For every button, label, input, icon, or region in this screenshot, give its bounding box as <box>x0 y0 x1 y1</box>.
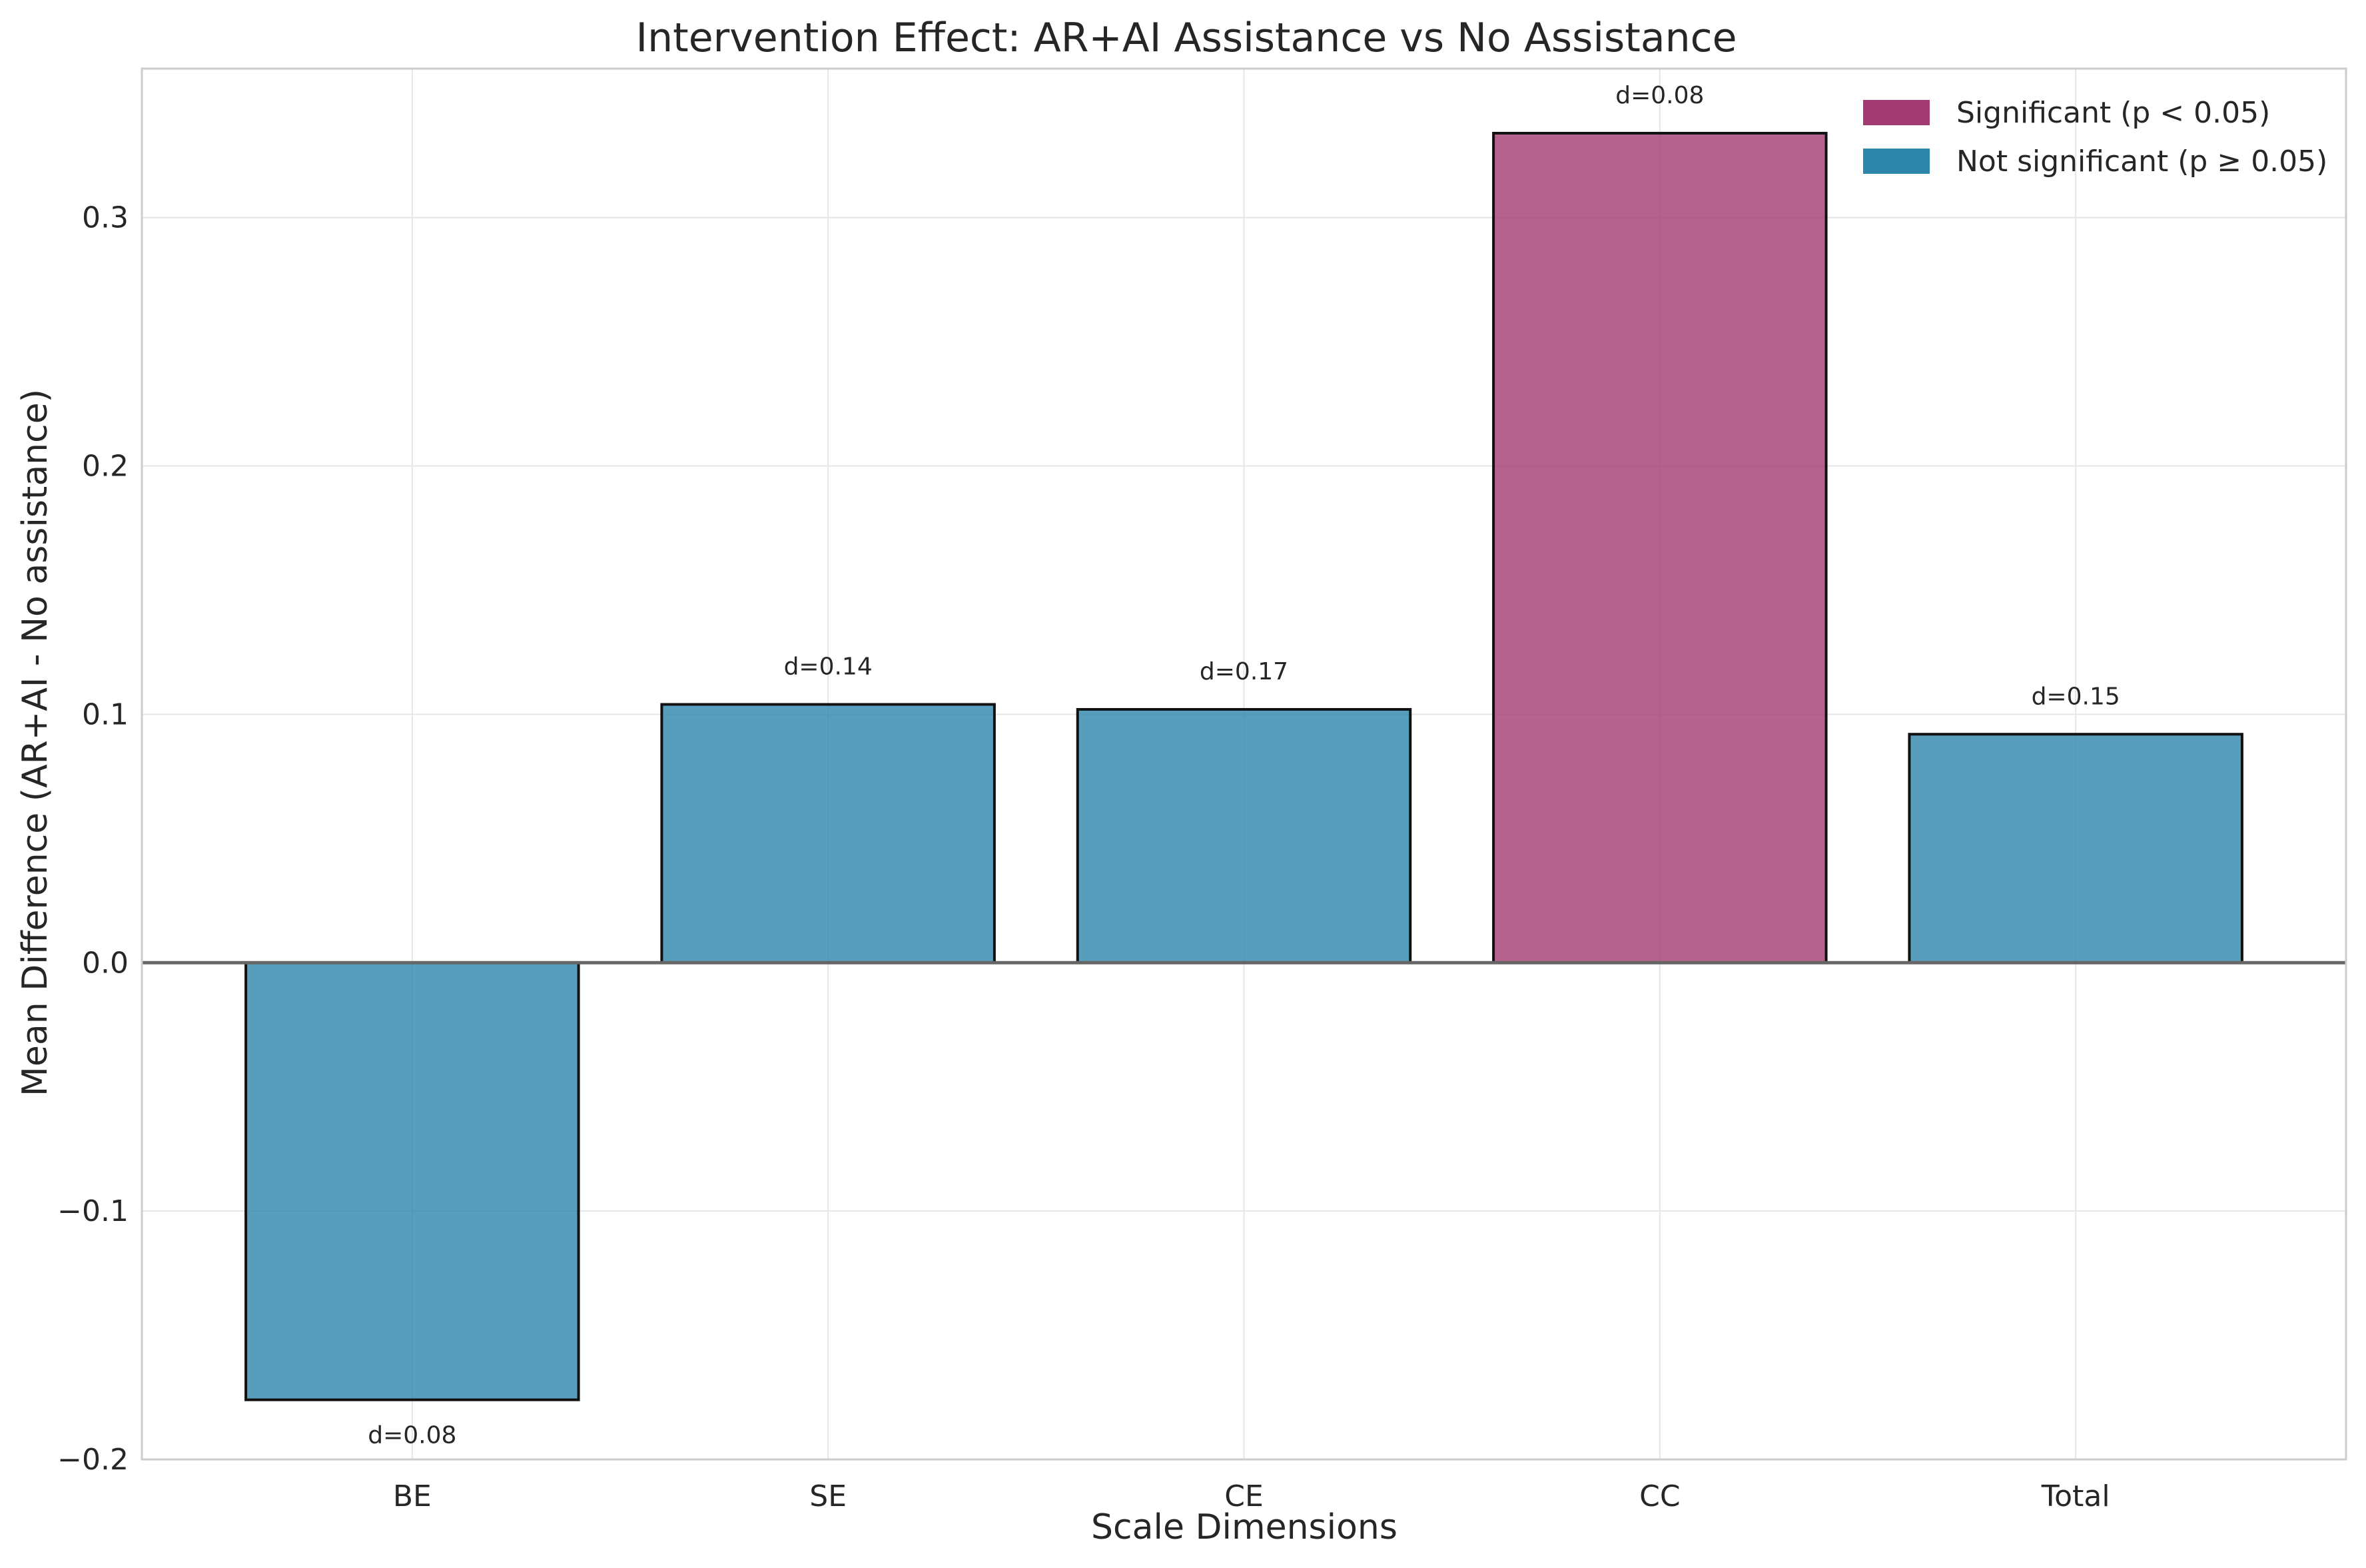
effect-size-label: d=0.08 <box>1615 82 1704 109</box>
legend-label-significant: Significant (p < 0.05) <box>1956 96 2270 130</box>
bar-ce <box>1076 707 1412 965</box>
effect-size-label: d=0.15 <box>2032 683 2120 710</box>
legend: Significant (p < 0.05) Not significant (… <box>1863 96 2327 179</box>
legend-swatch-significant <box>1863 100 1930 125</box>
effect-size-label: d=0.14 <box>784 653 873 681</box>
bar-cc <box>1492 131 1828 965</box>
effect-size-label: d=0.17 <box>1200 658 1288 685</box>
x-tick-label: BE <box>393 1479 432 1513</box>
effect-size-label: d=0.08 <box>368 1422 456 1449</box>
y-tick-label: 0.0 <box>82 946 129 980</box>
effect-size-labels: d=0.08 d=0.14 d=0.17 d=0.08 d=0.15 <box>368 82 2120 1449</box>
y-tick-label: 0.1 <box>82 697 129 731</box>
chart-title: Intervention Effect: AR+AI Assistance vs… <box>635 15 1737 61</box>
y-tick-label: −0.1 <box>57 1194 129 1228</box>
x-axis-label: Scale Dimensions <box>1091 1507 1397 1547</box>
legend-label-not-significant: Not significant (p ≥ 0.05) <box>1956 145 2327 179</box>
y-axis-label: Mean Difference (AR+AI - No assistance) <box>15 389 55 1096</box>
legend-swatch-not-significant <box>1863 149 1930 174</box>
x-tick-label: CE <box>1224 1479 1264 1513</box>
bar-be <box>244 961 580 1401</box>
y-tick-label: −0.2 <box>57 1443 129 1477</box>
x-tick-label: CC <box>1639 1479 1680 1513</box>
plot-frame <box>141 67 2347 1461</box>
bars <box>244 131 2243 1401</box>
y-tick-label: 0.2 <box>82 450 129 484</box>
bar-se <box>660 703 996 965</box>
x-tick-label: Total <box>2041 1479 2110 1513</box>
y-tick-label: 0.3 <box>82 201 129 235</box>
x-tick-label: SE <box>809 1479 847 1513</box>
tick-labels: −0.2 −0.1 0.0 0.1 0.2 0.3 BE SE CE CC Total <box>57 201 2110 1513</box>
bar-total <box>1908 733 2243 965</box>
